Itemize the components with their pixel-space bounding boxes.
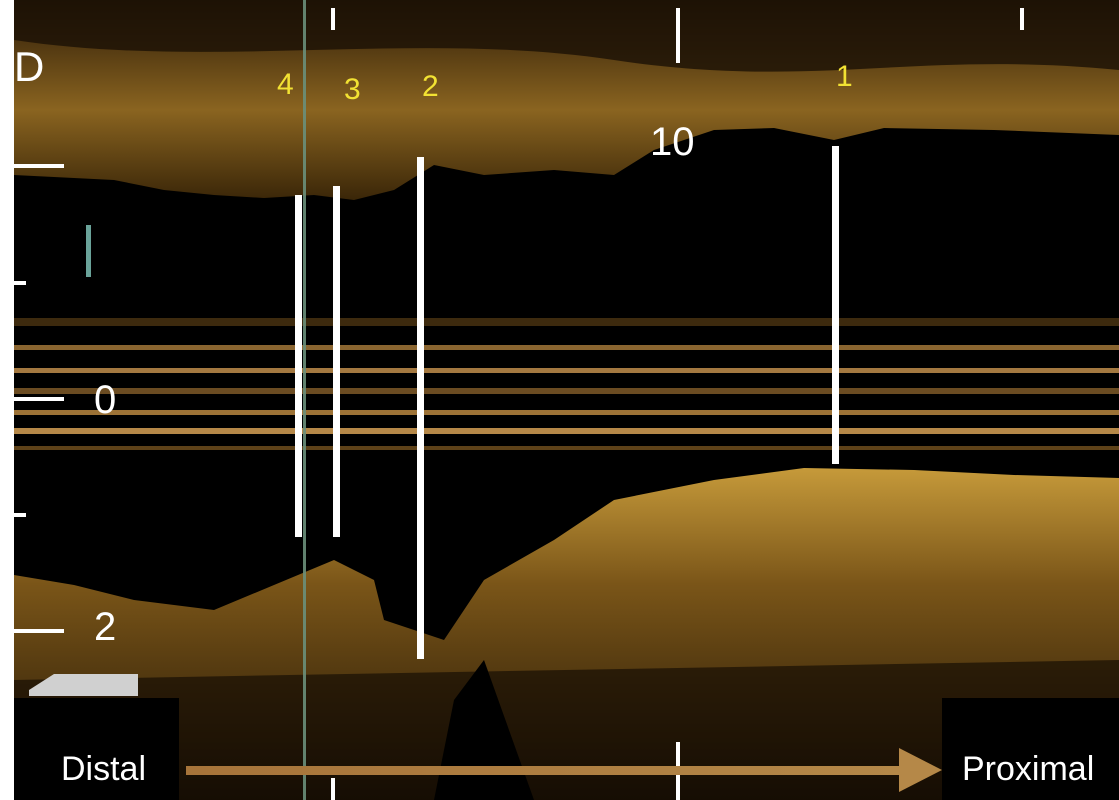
scale-ticks xyxy=(14,164,64,633)
direction-start-label: Distal xyxy=(61,750,147,788)
catheter-lines xyxy=(14,318,1119,450)
scale-bar-marker xyxy=(86,225,91,277)
measurement-bar-2 xyxy=(417,157,424,659)
measurement-bar-1 xyxy=(832,146,839,464)
distal-label-panel xyxy=(14,698,179,800)
direction-arrow xyxy=(186,748,942,792)
frame-guide-line xyxy=(303,0,306,800)
marker-label-3: 3 xyxy=(344,73,361,106)
measurement-bar-3 xyxy=(333,186,340,537)
panel-letter: D xyxy=(14,43,45,90)
proximal-label-panel xyxy=(942,698,1119,800)
direction-end-label: Proximal xyxy=(962,750,1095,788)
marker-label-4: 4 xyxy=(277,68,294,101)
oct-scan-graphic xyxy=(14,0,1119,800)
oct-longitudinal-image: D 4 3 2 1 10 0 2 Distal Proximal xyxy=(14,0,1119,800)
scale-wedge xyxy=(29,674,138,696)
scale-label-two: 2 xyxy=(94,605,117,649)
marker-label-2: 2 xyxy=(422,70,439,103)
scale-label-zero: 0 xyxy=(94,378,117,422)
marker-label-1: 1 xyxy=(836,60,853,93)
measurement-bar-4 xyxy=(295,195,302,537)
measurement-bars xyxy=(295,146,839,659)
annotation-ten: 10 xyxy=(650,120,695,164)
